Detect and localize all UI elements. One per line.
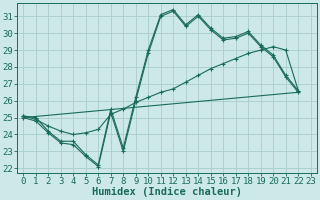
X-axis label: Humidex (Indice chaleur): Humidex (Indice chaleur) bbox=[92, 187, 242, 197]
